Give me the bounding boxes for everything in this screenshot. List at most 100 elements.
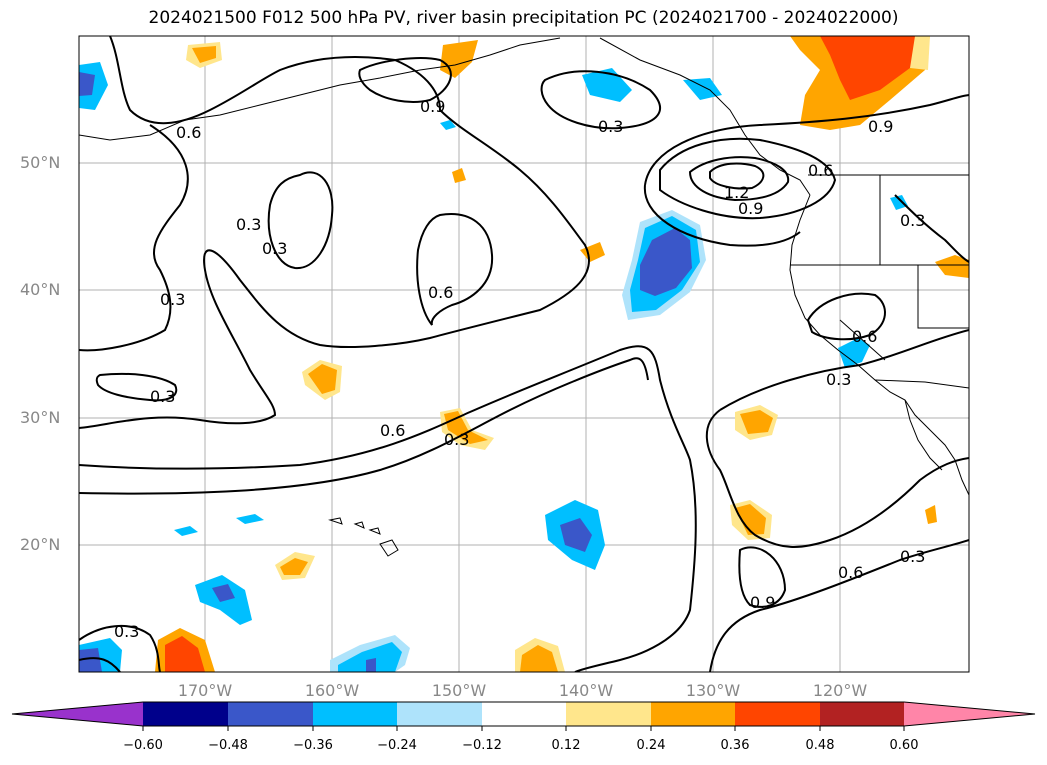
contour-labels: 0.6 0.9 0.3 1.2 0.9 0.6 0.9 0.3 0.3 0.6 … (114, 97, 925, 641)
hawaii-4 (379, 539, 399, 557)
contour-label: 0.6 (838, 563, 863, 582)
contour-0.3-bottom-left (79, 624, 161, 672)
pos-area-10b (520, 645, 558, 672)
contour-label: 0.3 (900, 211, 925, 230)
contour-0.3-loop-a (267, 171, 334, 270)
hawaii-1 (328, 517, 343, 525)
contour-label: 1.2 (724, 183, 749, 202)
pos-area-ne-light (910, 36, 930, 70)
coastlines (79, 37, 969, 557)
border-state-4 (839, 319, 886, 361)
contour-label: 0.9 (420, 97, 445, 116)
contour-label: 0.3 (444, 430, 469, 449)
colorbar-tick-label: −0.36 (293, 738, 333, 753)
border-us-mexico (874, 379, 969, 389)
pos-area-1b (192, 46, 216, 63)
pos-area-ne-inner (820, 36, 920, 100)
contour-label: 0.3 (900, 547, 925, 566)
neg-area-4c (640, 228, 692, 296)
border-state-3 (917, 265, 969, 329)
contour-0.9-north (358, 57, 452, 103)
colorbar-tick-label: 0.12 (551, 738, 581, 753)
contour-label: 0.3 (262, 239, 287, 258)
figure-title: 2024021500 F012 500 hPa PV, river basin … (148, 8, 899, 28)
neg-area-5b (560, 518, 592, 552)
alaska-coast (79, 37, 561, 141)
hawaii-2 (353, 521, 365, 529)
contour-0.3-pacnw (540, 70, 661, 130)
hawaii-3 (368, 527, 381, 535)
baja-peninsula (904, 399, 943, 471)
lon-label: 140°W (558, 681, 614, 700)
colorbar-tick-label: −0.24 (377, 738, 417, 753)
contour-label: 0.9 (868, 117, 893, 136)
pos-area-12 (452, 168, 466, 183)
colorbar-segment (397, 702, 482, 726)
neg-area-11 (236, 514, 264, 524)
lat-label: 50°N (20, 153, 61, 172)
colorbar-segment (228, 702, 313, 726)
colorbar-segment (735, 702, 820, 726)
colorbar-tick-label: −0.48 (208, 738, 248, 753)
pos-area-6b (740, 410, 773, 434)
map-frame (78, 35, 970, 673)
lon-label: 120°W (812, 681, 868, 700)
neg-area-12 (440, 120, 456, 130)
neg-area-6b (212, 584, 235, 602)
contour-label: 0.3 (150, 387, 175, 406)
neg-area-8b (338, 642, 402, 672)
contour-label: 0.9 (738, 199, 763, 218)
pos-area-13 (925, 505, 937, 524)
neg-area-10 (174, 526, 198, 536)
colorbar-tick-label: 0.48 (805, 738, 835, 753)
contour-label: 0.6 (808, 161, 833, 180)
contour-label: 0.6 (428, 283, 453, 302)
contour-0.9-se (738, 546, 787, 608)
contour-0.6-ca (806, 292, 886, 341)
contour-1.2-ring (688, 156, 790, 202)
contour-0.6-se (705, 409, 969, 548)
lat-label: 40°N (20, 280, 61, 299)
contour-0.9-ring (659, 137, 837, 220)
pos-area-8b (280, 558, 308, 575)
colorbar-segment (820, 702, 904, 726)
contour-0.3-loop-c (95, 372, 178, 402)
contour-0.3-ca (719, 329, 969, 411)
colorbar-ticks (142, 726, 905, 731)
contour-0.3-left (79, 124, 189, 352)
colorbar-segment (313, 702, 397, 726)
pos-area-9b (165, 636, 205, 672)
contour-0.3-sw (79, 657, 121, 672)
colorbar-segment (482, 702, 566, 726)
colorbar (11, 701, 1036, 731)
colorbar-segment (651, 702, 735, 726)
contour-label: 0.3 (114, 622, 139, 641)
colorbar-tick-label: 0.36 (720, 738, 750, 753)
contour-label: 0.3 (598, 117, 623, 136)
contour-label: 0.9 (750, 593, 775, 612)
contour-label: 0.3 (826, 370, 851, 389)
lon-label: 160°W (304, 681, 360, 700)
contour-label: 0.3 (160, 290, 185, 309)
colorbar-segment (143, 702, 228, 726)
contour-label: 0.6 (176, 123, 201, 142)
neg-area-13 (890, 195, 908, 210)
neg-area-1b (79, 72, 95, 96)
contour-label: 0.3 (236, 215, 261, 234)
pv-contours (79, 36, 969, 672)
contour-0.6-ring (644, 94, 969, 186)
contour-0.3-ne (894, 194, 969, 263)
colorbar-extend-right (904, 702, 1035, 726)
contour-0.3-se (709, 539, 969, 672)
contour-label: 0.6 (380, 421, 405, 440)
colorbar-tick-label: −0.12 (462, 738, 502, 753)
lon-label: 130°W (685, 681, 741, 700)
contour-0.6-loop-b (416, 213, 494, 326)
colorbar-segment (566, 702, 651, 726)
pos-area-5 (580, 242, 605, 262)
lon-label: 150°W (431, 681, 487, 700)
lon-label: 170°W (177, 681, 233, 700)
colorbar-tick-label: −0.60 (123, 738, 163, 753)
pos-area-3b (308, 364, 337, 394)
